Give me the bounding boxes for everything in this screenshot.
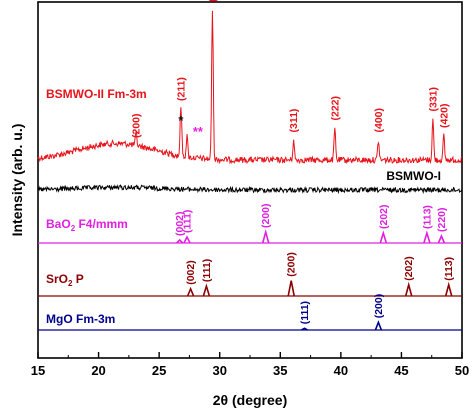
series-2-peak-0 — [176, 238, 184, 244]
x-tick-label-4: 35 — [273, 363, 287, 378]
series-3-peak-label-0: (002) — [185, 260, 197, 285]
series-0-peak-label-0: (200) — [131, 113, 143, 138]
series-3-peak-3 — [404, 281, 413, 297]
series-2-peak-5 — [437, 233, 446, 244]
series-2-peak-label-5: (220) — [436, 207, 448, 232]
series-4-peak-0 — [301, 327, 308, 331]
series-2-group: (002)(111) (200) (202) (113) (220) BaO2 F4/mm… — [38, 203, 462, 244]
series-2-peak-4 — [423, 230, 431, 244]
x-tick-label-3: 30 — [212, 363, 226, 378]
series-3-peak-label-1: (111) — [201, 259, 213, 282]
x-tick-label-1: 20 — [91, 363, 105, 378]
series-4-peak-label-1: (200) — [373, 294, 385, 319]
series-1-line — [38, 184, 463, 195]
x-axis-label: 2θ (degree) — [213, 392, 287, 408]
series-2-peak-label-1: (111) — [182, 210, 194, 233]
series-2-peak-2 — [261, 228, 270, 244]
series-2-peak-label-3: (202) — [378, 204, 390, 229]
series-0-line — [37, 10, 463, 165]
x-tick-label-5: 40 — [334, 363, 348, 378]
x-tick-label-2: 25 — [152, 363, 166, 378]
series-0-name: BSMWO-II Fm-3m — [46, 87, 147, 101]
series-3-peak-1 — [202, 283, 211, 297]
series-0-peak-label-4: (311) — [288, 109, 300, 133]
series-0-peak-label-7: (331) — [427, 87, 439, 112]
y-axis-label: Intensity (arb. u.) — [9, 124, 25, 237]
series-4-peak-1 — [374, 320, 383, 331]
series-3-group: (002) (111) (200) (202) (113) SrO2 P — [38, 252, 462, 297]
series-4-group: (111) (200) MgO Fm-3m — [38, 294, 462, 331]
series-0-peak-label-1: (211) — [175, 77, 187, 101]
series-0-annotation-0: * — [178, 113, 184, 128]
x-tick-label-6: 45 — [394, 363, 408, 378]
series-0-group: (200) (211) (220) (311) (222) (400) (331)(420)… — [37, 0, 463, 165]
series-4-peak-label-0: (111) — [299, 301, 311, 324]
series-3-peak-0 — [186, 286, 195, 297]
series-0-annotation-1: ** — [193, 124, 204, 139]
series-0-peak-label-3: (220) — [207, 0, 219, 2]
series-3-peak-label-4: (113) — [443, 257, 455, 281]
series-3-peak-label-3: (202) — [403, 256, 415, 281]
series-2-peak-1 — [183, 235, 191, 244]
series-2-peak-label-4: (113) — [421, 205, 433, 229]
series-2-peak-3 — [379, 230, 388, 244]
series-0-peak-label-8: (420) — [438, 103, 450, 128]
series-3-name: SrO2 P — [46, 272, 84, 288]
series-2-peak-label-2: (200) — [260, 203, 272, 228]
series-1-name: BSMWO-I — [386, 169, 441, 183]
x-tick-label-0: 15 — [31, 363, 45, 378]
series-3-peak-4 — [444, 281, 453, 297]
series-2-name: BaO2 F4/mmm — [46, 217, 128, 233]
series-0-peak-label-6: (400) — [373, 108, 385, 133]
x-tick-label-7: 50 — [455, 363, 469, 378]
series-4-name: MgO Fm-3m — [46, 312, 115, 326]
series-0-peak-label-5: (222) — [329, 96, 341, 121]
series-3-peak-label-2: (200) — [286, 252, 298, 277]
series-1-group: BSMWO-I — [38, 169, 463, 195]
series-3-peak-2 — [287, 280, 295, 297]
series-2-peak-label-0: (002) — [174, 211, 186, 236]
